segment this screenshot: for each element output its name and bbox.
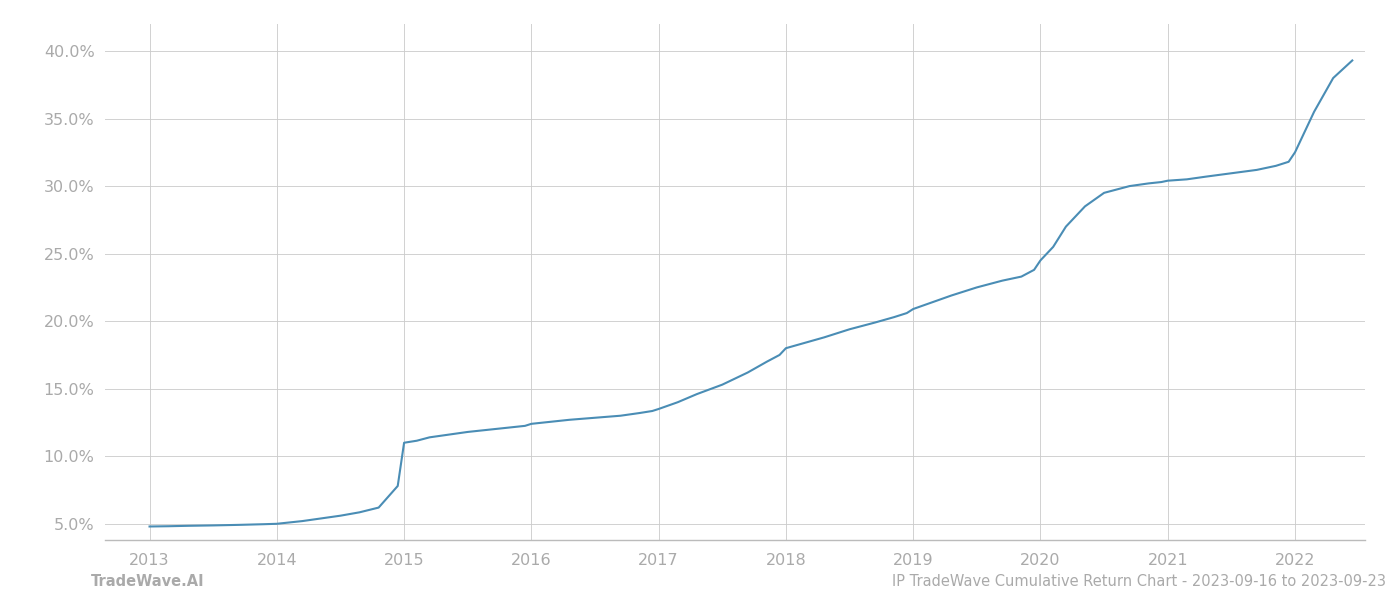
Text: IP TradeWave Cumulative Return Chart - 2023-09-16 to 2023-09-23: IP TradeWave Cumulative Return Chart - 2… bbox=[892, 574, 1386, 589]
Text: TradeWave.AI: TradeWave.AI bbox=[91, 574, 204, 589]
